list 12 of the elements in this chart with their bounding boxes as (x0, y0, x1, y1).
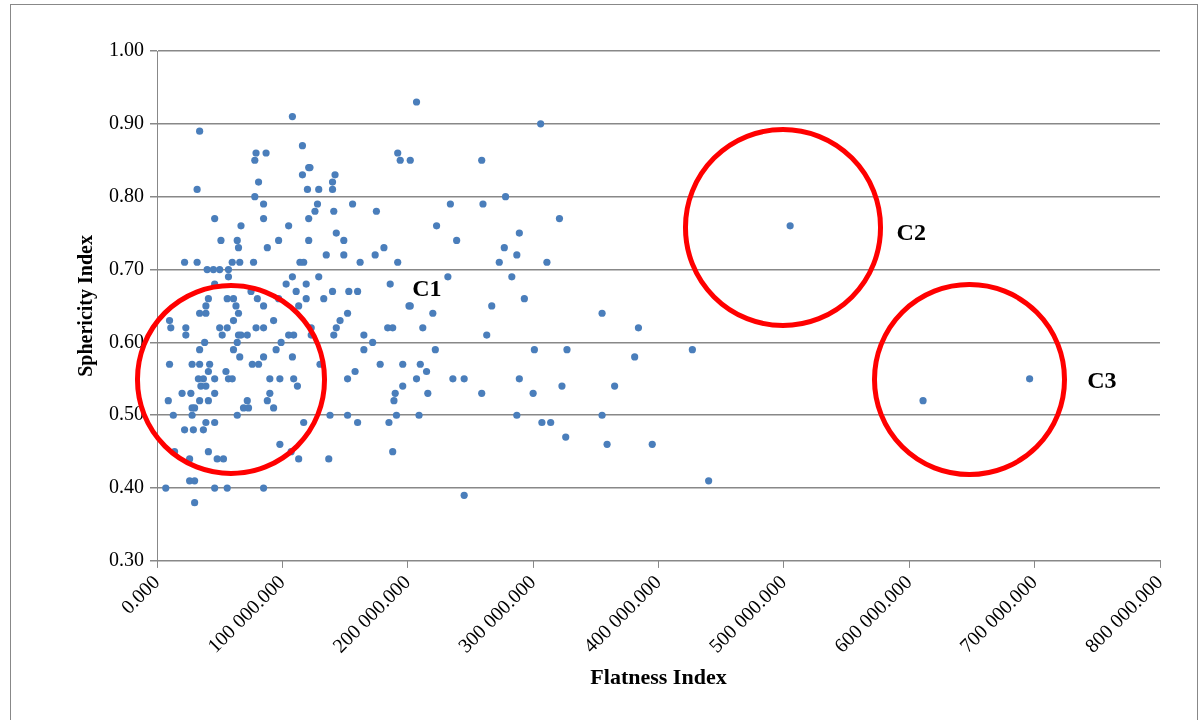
y-tick-label: 1.00 (109, 38, 144, 61)
x-axis-title: Flatness Index (590, 664, 727, 690)
y-tick-label: 0.80 (109, 183, 144, 206)
annotation: C3 (1087, 366, 1117, 393)
y-tick-label: 0.30 (109, 548, 144, 571)
y-tick-label: 0.40 (109, 475, 144, 498)
y-tick-label: 0.70 (109, 256, 144, 279)
y-tick-label: 0.90 (109, 111, 144, 134)
y-axis-title: Sphericity Index (74, 235, 98, 377)
y-tick-label: 0.60 (109, 329, 144, 352)
annotation: C1 (412, 275, 442, 302)
annotation: C2 (896, 218, 926, 245)
